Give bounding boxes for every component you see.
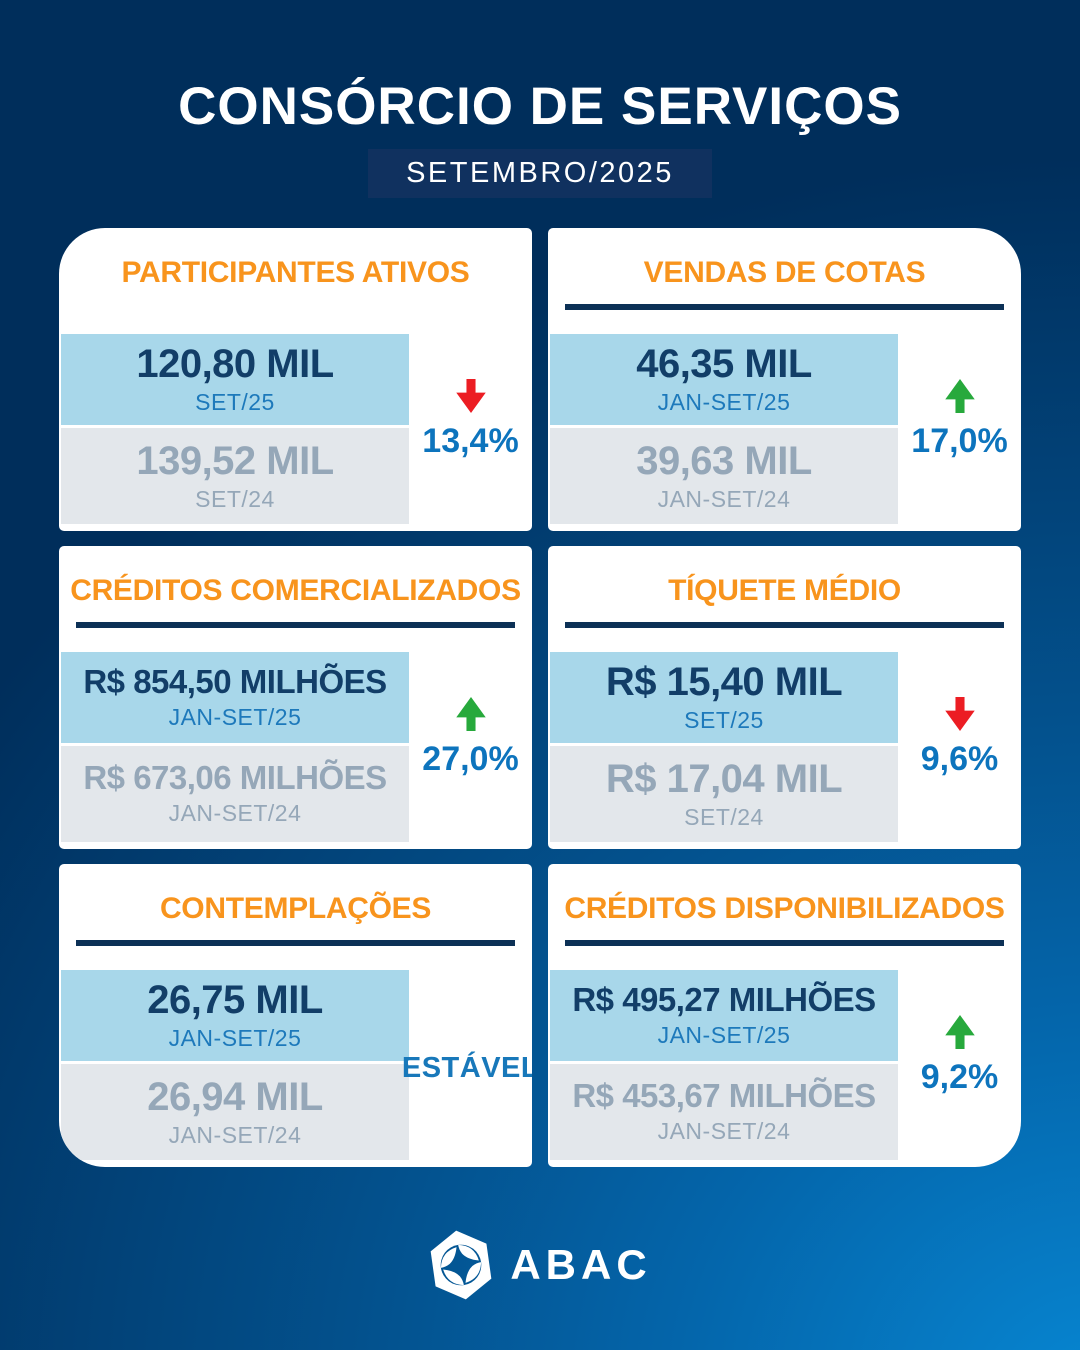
up-arrow-icon	[944, 379, 975, 414]
current-value: 26,75 MIL	[147, 978, 323, 1023]
change-value: 13,4%	[422, 422, 519, 461]
current-value: 46,35 MIL	[636, 342, 812, 387]
card-title: CRÉDITOS COMERCIALIZADOS	[70, 574, 521, 608]
previous-value-box: 139,52 MIL SET/24	[61, 428, 409, 525]
title-underline	[76, 940, 515, 947]
previous-value-box: 39,63 MIL JAN-SET/24	[550, 428, 898, 525]
current-period-label: SET/25	[195, 389, 275, 416]
current-value-box: R$ 495,27 MILHÕES JAN-SET/25	[550, 970, 898, 1062]
card-title: TÍQUETE MÉDIO	[668, 574, 901, 608]
change-indicator: 9,2%	[898, 970, 1021, 1166]
page-title: CONSÓRCIO DE SERVIÇOS	[178, 77, 902, 136]
value-boxes: 46,35 MIL JAN-SET/25 39,63 MIL JAN-SET/2…	[550, 334, 898, 525]
current-value-box: 46,35 MIL JAN-SET/25	[550, 334, 898, 426]
value-boxes: 26,75 MIL JAN-SET/25 26,94 MIL JAN-SET/2…	[61, 970, 409, 1161]
period-badge: SETEMBRO/2025	[368, 149, 712, 199]
kpi-card-4: TÍQUETE MÉDIO R$ 15,40 MIL SET/25 R$ 17,…	[548, 546, 1021, 850]
title-underline	[76, 622, 515, 629]
current-value-box: R$ 15,40 MIL SET/25	[550, 652, 898, 744]
kpi-card-3: CRÉDITOS COMERCIALIZADOS R$ 854,50 MILHÕ…	[59, 546, 532, 850]
current-value: 120,80 MIL	[136, 342, 334, 387]
kpi-card-6: CRÉDITOS DISPONIBILIZADOS R$ 495,27 MILH…	[548, 864, 1021, 1168]
value-boxes: R$ 495,27 MILHÕES JAN-SET/25 R$ 453,67 M…	[550, 970, 898, 1161]
previous-period-label: SET/24	[195, 485, 275, 512]
previous-value-box: 26,94 MIL JAN-SET/24	[61, 1064, 409, 1161]
previous-value: 139,52 MIL	[136, 438, 334, 483]
value-boxes: R$ 15,40 MIL SET/25 R$ 17,04 MIL SET/24	[550, 652, 898, 843]
down-arrow-icon	[455, 379, 486, 414]
kpi-card-1: PARTICIPANTES ATIVOS 120,80 MIL SET/25 1…	[59, 228, 532, 532]
change-indicator: 17,0%	[898, 334, 1021, 530]
change-value: ESTÁVEL	[401, 1051, 532, 1084]
brand-wordmark: ABAC	[510, 1241, 652, 1289]
change-indicator: 27,0%	[409, 652, 532, 848]
title-underline	[565, 304, 1004, 311]
change-indicator: 9,6%	[898, 652, 1021, 848]
previous-period-label: SET/24	[684, 803, 764, 830]
current-value-box: 26,75 MIL JAN-SET/25	[61, 970, 409, 1062]
current-period-label: SET/25	[684, 707, 764, 734]
previous-value: R$ 17,04 MIL	[605, 756, 843, 801]
previous-value: R$ 453,67 MILHÕES	[572, 1077, 876, 1115]
up-arrow-icon	[455, 697, 486, 732]
current-value-box: 120,80 MIL SET/25	[61, 334, 409, 426]
card-title: CRÉDITOS DISPONIBILIZADOS	[564, 892, 1005, 926]
current-period-label: JAN-SET/25	[168, 1025, 302, 1052]
card-title: PARTICIPANTES ATIVOS	[121, 256, 470, 290]
current-value: R$ 15,40 MIL	[605, 660, 843, 705]
current-period-label: JAN-SET/25	[657, 389, 791, 416]
title-underline	[565, 940, 1004, 947]
card-title: VENDAS DE COTAS	[643, 256, 926, 290]
change-value: 9,2%	[920, 1058, 999, 1097]
previous-value-box: R$ 453,67 MILHÕES JAN-SET/24	[550, 1064, 898, 1161]
card-title: CONTEMPLAÇÕES	[159, 892, 432, 926]
previous-value-box: R$ 17,04 MIL SET/24	[550, 746, 898, 843]
kpi-cards-grid: PARTICIPANTES ATIVOS 120,80 MIL SET/25 1…	[59, 228, 1021, 1168]
current-period-label: JAN-SET/25	[168, 703, 302, 730]
down-arrow-icon	[944, 697, 975, 732]
previous-period-label: JAN-SET/24	[168, 800, 302, 827]
previous-value: R$ 673,06 MILHÕES	[83, 759, 387, 797]
footer: ABAC	[0, 1229, 1080, 1301]
abac-hexagon-swirl-icon	[430, 1230, 492, 1300]
current-value: R$ 854,50 MILHÕES	[83, 662, 387, 700]
current-value-box: R$ 854,50 MILHÕES JAN-SET/25	[61, 652, 409, 744]
previous-period-label: JAN-SET/24	[168, 1121, 302, 1148]
previous-value: 26,94 MIL	[147, 1074, 323, 1119]
value-boxes: R$ 854,50 MILHÕES JAN-SET/25 R$ 673,06 M…	[61, 652, 409, 843]
kpi-card-2: VENDAS DE COTAS 46,35 MIL JAN-SET/25 39,…	[548, 228, 1021, 532]
change-value: 9,6%	[920, 740, 999, 779]
value-boxes: 120,80 MIL SET/25 139,52 MIL SET/24	[61, 334, 409, 525]
previous-value: 39,63 MIL	[636, 438, 812, 483]
title-underline	[565, 622, 1004, 629]
change-indicator: ESTÁVEL	[402, 970, 532, 1166]
change-indicator: 13,4%	[409, 334, 532, 530]
header: CONSÓRCIO DE SERVIÇOS SETEMBRO/2025	[0, 0, 1080, 199]
up-arrow-icon	[944, 1015, 975, 1050]
previous-period-label: JAN-SET/24	[657, 485, 791, 512]
kpi-card-5: CONTEMPLAÇÕES 26,75 MIL JAN-SET/25 26,94…	[59, 864, 532, 1168]
current-period-label: JAN-SET/25	[657, 1021, 791, 1048]
current-value: R$ 495,27 MILHÕES	[572, 980, 876, 1018]
previous-period-label: JAN-SET/24	[657, 1118, 791, 1145]
previous-value-box: R$ 673,06 MILHÕES JAN-SET/24	[61, 746, 409, 843]
change-value: 17,0%	[911, 422, 1008, 461]
change-value: 27,0%	[422, 740, 519, 779]
